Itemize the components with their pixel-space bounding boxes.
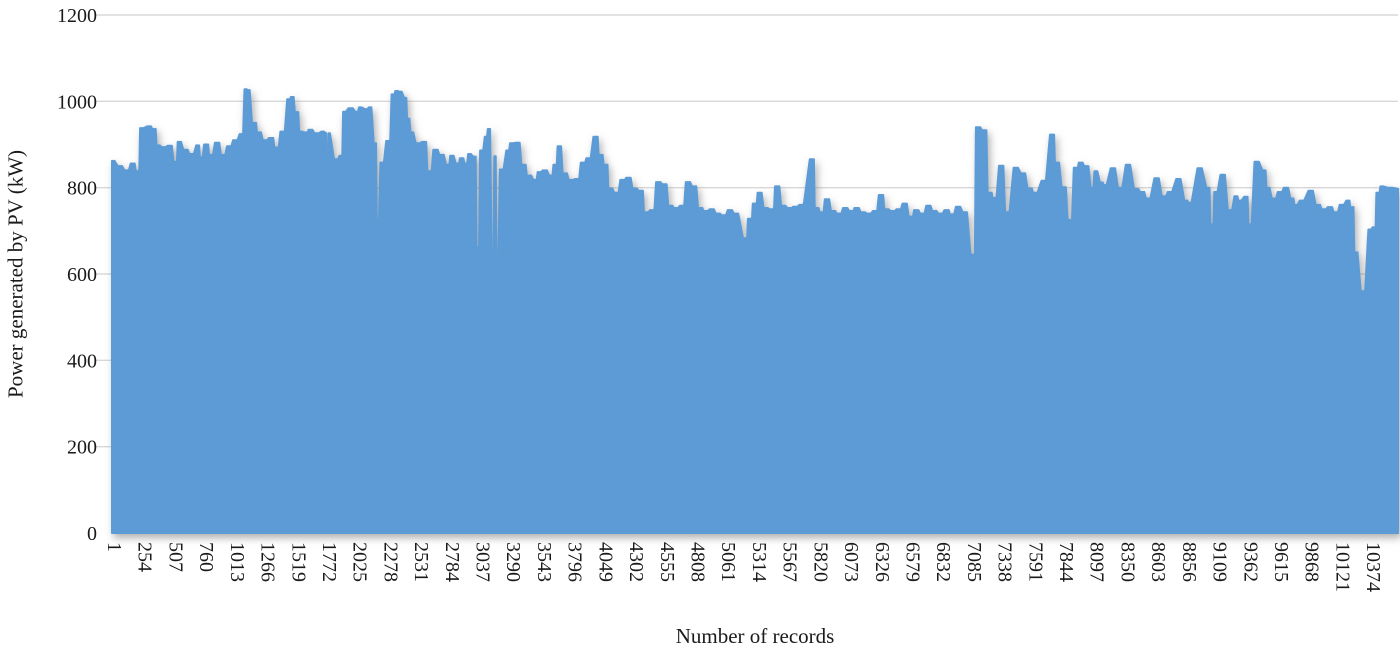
x-tick-label-4049: 4049 <box>594 542 616 582</box>
x-tick-label-3796: 3796 <box>564 542 586 582</box>
x-tick-label-8856: 8856 <box>1178 542 1200 582</box>
x-tick-label-2278: 2278 <box>379 542 401 582</box>
x-tick-label-5567: 5567 <box>779 542 801 582</box>
x-tick-label-7844: 7844 <box>1055 542 1077 582</box>
x-tick-label-3543: 3543 <box>533 542 555 582</box>
y-tick-label-1000: 1000 <box>57 91 97 113</box>
x-tick-label-6073: 6073 <box>840 542 862 582</box>
x-tick-label-3037: 3037 <box>472 542 494 582</box>
x-tick-label-1519: 1519 <box>287 542 309 582</box>
x-tick-label-1: 1 <box>103 542 125 552</box>
x-axis-title: Number of records <box>675 624 835 648</box>
x-tick-label-2025: 2025 <box>349 542 371 582</box>
x-tick-label-7591: 7591 <box>1024 542 1046 582</box>
x-tick-label-10121: 10121 <box>1331 542 1353 592</box>
x-tick-label-4808: 4808 <box>686 542 708 582</box>
x-tick-label-3290: 3290 <box>502 542 524 582</box>
x-axis-tick-labels: 1 254 507 760 1013 1266 1519 1772 2025 2278 2531 27… <box>103 542 1384 592</box>
x-tick-label-9109: 9109 <box>1209 542 1231 582</box>
x-tick-label-8097: 8097 <box>1086 542 1108 582</box>
x-tick-label-6832: 6832 <box>932 542 954 582</box>
x-tick-label-1013: 1013 <box>226 542 248 582</box>
x-tick-label-5061: 5061 <box>717 542 739 582</box>
x-tick-label-507: 507 <box>164 542 186 572</box>
x-tick-label-1772: 1772 <box>318 542 340 582</box>
x-tick-label-5820: 5820 <box>809 542 831 582</box>
x-tick-label-9362: 9362 <box>1239 542 1261 582</box>
y-tick-label-200: 200 <box>67 437 97 459</box>
x-tick-label-4555: 4555 <box>656 542 678 582</box>
x-tick-label-1266: 1266 <box>257 542 279 582</box>
x-tick-label-7085: 7085 <box>963 542 985 582</box>
y-tick-label-800: 800 <box>67 178 97 200</box>
x-tick-label-760: 760 <box>195 542 217 572</box>
x-tick-label-8350: 8350 <box>1116 542 1138 582</box>
x-tick-label-2531: 2531 <box>410 542 432 582</box>
x-tick-label-7338: 7338 <box>994 542 1016 582</box>
x-tick-label-6579: 6579 <box>901 542 923 582</box>
y-axis-title: Power generated by PV (kW) <box>3 149 28 399</box>
x-tick-label-2784: 2784 <box>441 542 463 582</box>
x-tick-label-254: 254 <box>134 542 156 572</box>
x-tick-label-9868: 9868 <box>1301 542 1323 582</box>
x-tick-label-10374: 10374 <box>1362 542 1384 592</box>
y-tick-label-0: 0 <box>87 523 97 545</box>
x-tick-label-8603: 8603 <box>1147 542 1169 582</box>
x-tick-label-4302: 4302 <box>625 542 647 582</box>
pv-area-series <box>111 88 1400 534</box>
y-axis-tick-labels: 0 200 400 600 800 1000 1200 <box>57 5 97 545</box>
x-tick-label-5314: 5314 <box>748 542 770 582</box>
y-tick-label-1200: 1200 <box>57 5 97 27</box>
area-series-group <box>111 88 1400 534</box>
x-tick-label-9615: 9615 <box>1270 542 1292 582</box>
y-tick-label-400: 400 <box>67 350 97 372</box>
y-tick-label-600: 600 <box>67 264 97 286</box>
x-tick-label-6326: 6326 <box>871 542 893 582</box>
